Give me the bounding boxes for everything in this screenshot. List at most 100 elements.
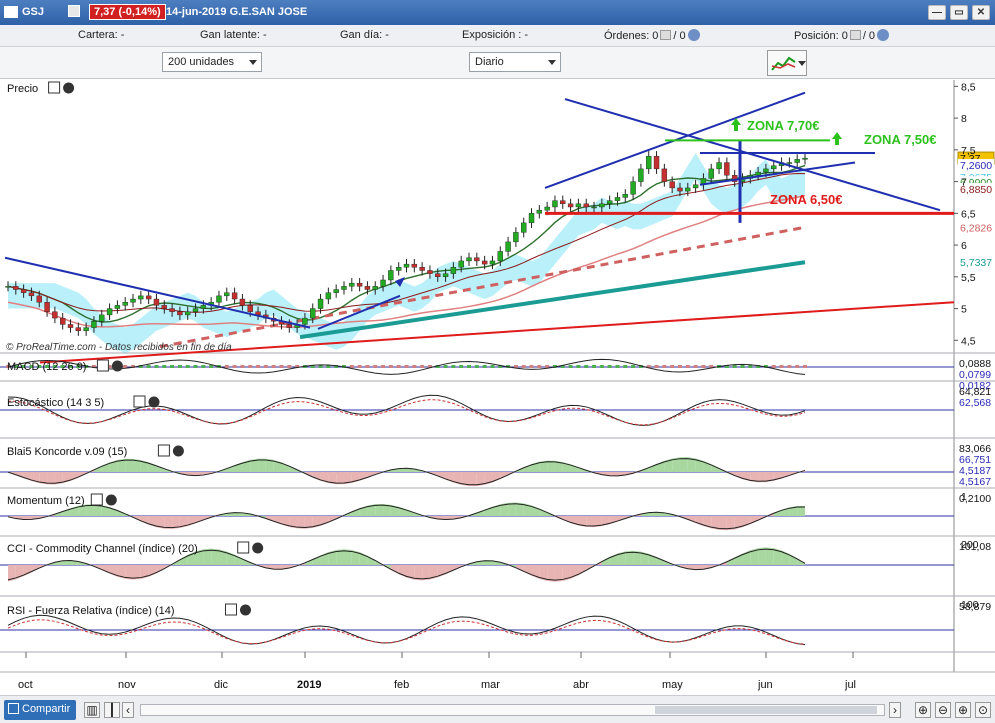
indicator-area	[328, 472, 337, 485]
indicator-area	[218, 549, 227, 565]
watermark: © ProRealTime.com - Datos recibidos en f…	[6, 342, 232, 353]
period-select[interactable]: Diario	[469, 52, 561, 72]
x-tick-label: oct	[18, 679, 33, 691]
position-gear-icon[interactable]	[877, 29, 890, 41]
y-tick-label: 4,5	[961, 335, 976, 347]
indicator-area	[93, 504, 102, 516]
close-button[interactable]: ✕	[972, 5, 990, 20]
y-tick-label: 6,5	[961, 208, 976, 220]
chevron-down-icon	[548, 60, 556, 65]
indicator-line	[7, 458, 806, 486]
zoom-in-icon[interactable]: ⊕	[955, 702, 971, 718]
orders-label: Órdenes: 0	[604, 30, 659, 42]
indicator-area	[539, 565, 548, 582]
macd-bar	[537, 365, 542, 368]
uptrend-arrow-line	[317, 294, 401, 330]
zoom-out-icon[interactable]: ⊖	[935, 702, 951, 718]
indicator-value-label: 4,5187	[959, 465, 991, 477]
panel-title: Momentum (12)	[7, 495, 85, 507]
candle-body	[677, 187, 683, 192]
macd-bar	[381, 365, 386, 368]
indicator-area	[297, 562, 305, 566]
candle-body	[786, 162, 793, 164]
restore-button[interactable]: ▭	[950, 5, 968, 20]
candle-body	[427, 270, 433, 274]
macd-bar	[482, 365, 487, 368]
candle-body	[169, 308, 175, 312]
macd-bar	[443, 365, 448, 368]
zoom-reset-icon[interactable]: ⊙	[975, 702, 991, 718]
indicator-area	[86, 504, 94, 516]
indicator-area	[625, 550, 634, 565]
indicator-value-label: 83,066	[959, 443, 991, 455]
account-info-bar: Cartera: - Gan latente: - Gan día: - Exp…	[0, 25, 995, 47]
indicator-area	[62, 508, 71, 516]
indicator-area	[23, 472, 32, 481]
orders-gear-icon[interactable]	[687, 29, 700, 41]
date-instrument-label: 14-jun-2019 G.E.SAN JOSE	[166, 6, 308, 18]
panel-title: Precio	[7, 83, 38, 95]
indicator-area	[133, 458, 141, 472]
indicator-area	[47, 472, 55, 485]
candle-body	[247, 305, 253, 312]
indicator-area	[8, 565, 16, 582]
position-suffix: / 0	[862, 30, 876, 42]
macd-bar	[412, 365, 417, 368]
macd-bar	[52, 365, 57, 368]
favorite-icon[interactable]	[68, 5, 80, 17]
macd-bar	[154, 365, 159, 368]
macd-bar	[451, 365, 456, 368]
panel-maximize-icon	[157, 444, 170, 457]
zoom-fit-icon[interactable]: ⊕	[915, 702, 931, 718]
view-icon[interactable]: ▥	[84, 702, 100, 718]
indicator-area	[375, 503, 384, 516]
time-scrollbar[interactable]	[140, 704, 885, 716]
indicator-area	[484, 506, 493, 516]
panel-close-icon	[111, 360, 123, 372]
scroll-left-button[interactable]: ‹	[122, 702, 134, 718]
candle-body	[161, 305, 167, 309]
macd-bar	[803, 365, 807, 368]
scroll-right-button[interactable]: ›	[889, 702, 901, 718]
add-indicator-button[interactable]	[767, 50, 807, 76]
macd-bar	[365, 365, 370, 368]
candle-body	[536, 209, 543, 214]
candle-body	[177, 311, 183, 316]
scrollbar-thumb[interactable]	[655, 706, 877, 714]
indicator-area	[414, 565, 423, 581]
candle-body	[708, 168, 714, 179]
indicator-area	[156, 516, 165, 529]
candle-body	[771, 165, 777, 170]
x-tick-label: mar	[481, 679, 500, 691]
indicator-area	[203, 548, 212, 565]
candle-body	[450, 267, 457, 274]
macd-bar	[701, 365, 706, 368]
panel-maximize-icon	[48, 81, 61, 94]
share-button[interactable]: Compartir	[4, 700, 76, 720]
minimize-button[interactable]: —	[928, 5, 946, 20]
indicator-area	[797, 505, 805, 516]
candle-body	[325, 292, 332, 300]
candle-body	[442, 273, 449, 278]
indicator-area	[336, 549, 344, 565]
indicator-area	[289, 516, 298, 529]
panel-close-icon	[63, 82, 75, 94]
macd-bar	[420, 365, 425, 368]
units-select[interactable]: 200 unidades	[162, 52, 262, 72]
macd-bar	[279, 365, 284, 368]
zona-770-label: ZONA 7,70€	[747, 118, 820, 133]
candle-type-icon[interactable]: ┃	[104, 702, 120, 718]
zona-750-label: ZONA 7,50€	[864, 132, 937, 147]
zona-770-annotation: ZONA 7,70€	[731, 118, 820, 133]
candle-body	[716, 162, 722, 170]
indicator-area	[461, 472, 470, 487]
candle-body	[489, 260, 496, 265]
indicator-area	[250, 458, 259, 472]
chart-area[interactable]: 7,377,26007,06756,99006,88506,28265,7337…	[0, 80, 995, 695]
indicator-area	[554, 565, 563, 582]
macd-bar	[521, 365, 526, 368]
title-bar: GSJ 7,37 (-0,14%) 14-jun-2019 G.E.SAN JO…	[0, 0, 995, 25]
candle-body	[145, 295, 152, 300]
